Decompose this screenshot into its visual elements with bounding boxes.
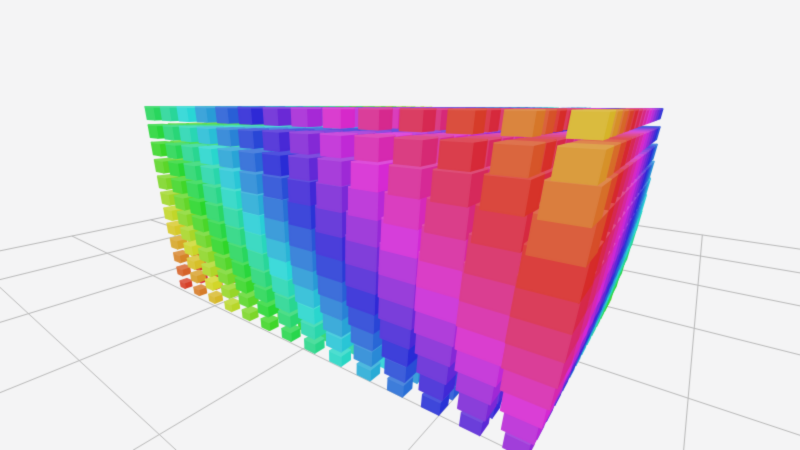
scene-viewport (0, 0, 800, 450)
voxel-canvas[interactable] (0, 0, 800, 450)
